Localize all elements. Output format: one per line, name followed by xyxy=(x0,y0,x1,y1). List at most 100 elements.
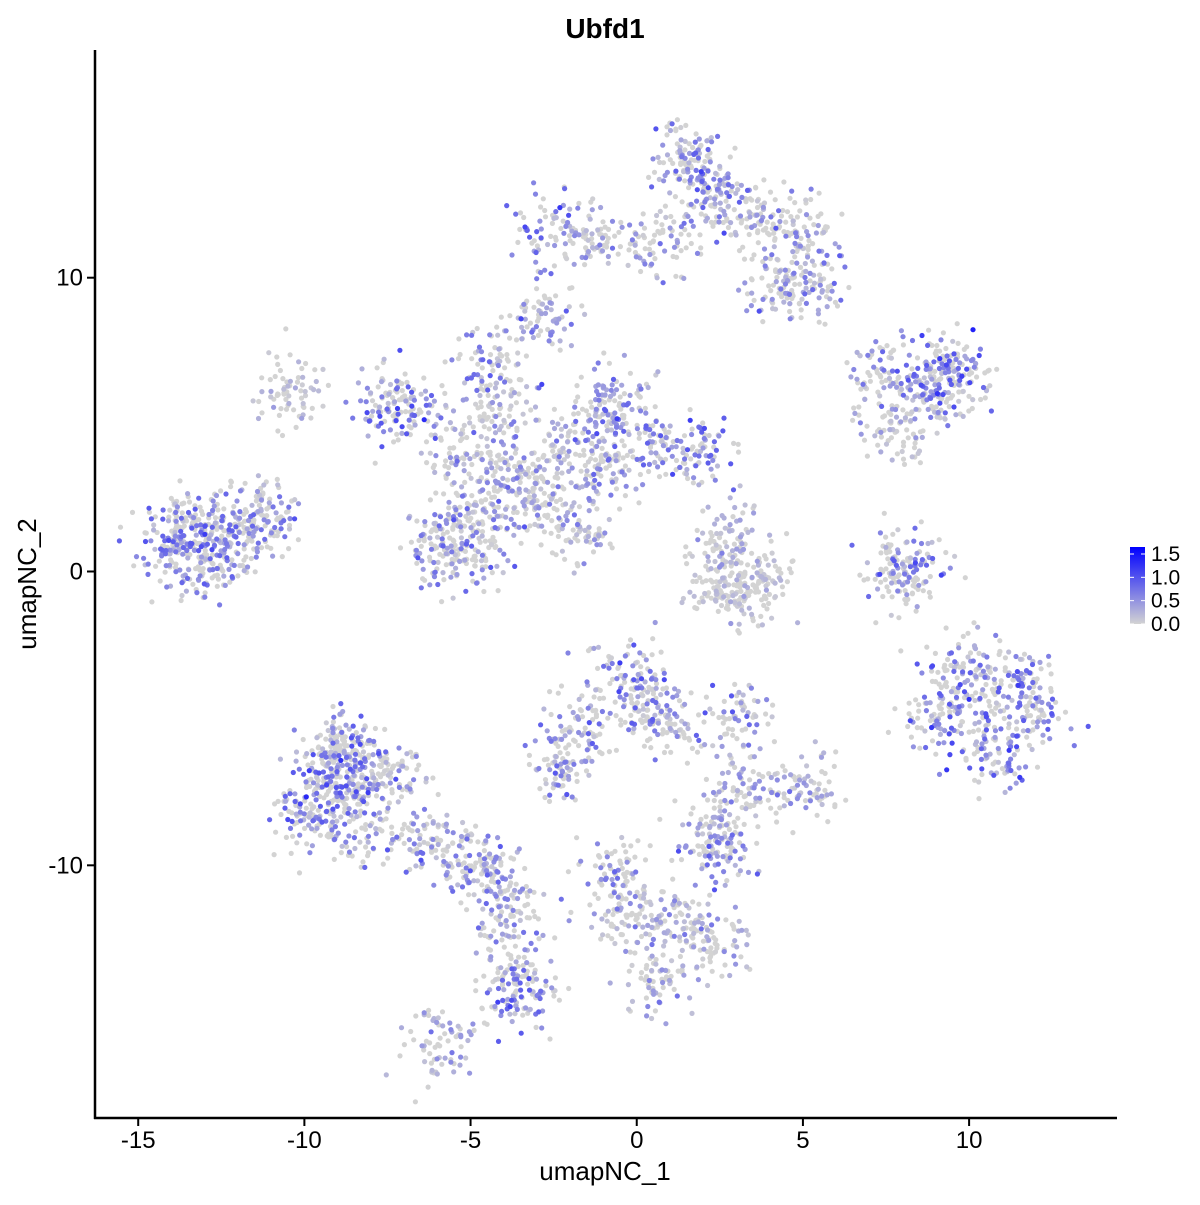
data-point xyxy=(888,418,894,424)
data-point xyxy=(571,500,577,506)
data-point xyxy=(640,895,647,901)
data-point xyxy=(508,913,514,920)
data-point xyxy=(607,980,613,986)
data-point xyxy=(541,891,547,897)
data-point xyxy=(475,839,481,845)
data-point xyxy=(498,466,504,472)
data-point xyxy=(942,416,948,422)
data-point xyxy=(567,206,573,212)
data-point xyxy=(310,780,317,786)
data-point xyxy=(832,804,838,810)
data-point xyxy=(683,471,690,477)
data-point xyxy=(925,406,931,412)
data-point xyxy=(492,385,498,391)
data-point xyxy=(1012,771,1018,777)
data-point xyxy=(803,268,809,274)
data-point xyxy=(683,245,689,251)
data-point xyxy=(668,749,674,755)
data-point xyxy=(560,218,566,224)
data-point xyxy=(520,411,526,417)
data-point xyxy=(283,509,290,515)
data-point xyxy=(965,630,971,636)
data-point xyxy=(737,868,744,874)
data-point xyxy=(163,563,169,569)
data-point xyxy=(640,482,646,488)
data-point xyxy=(591,537,598,543)
data-point xyxy=(693,131,699,137)
data-point xyxy=(900,334,906,340)
data-point xyxy=(878,449,884,455)
data-point xyxy=(538,204,544,210)
data-point xyxy=(565,869,572,875)
data-point xyxy=(690,578,696,585)
data-point xyxy=(168,495,174,501)
data-point xyxy=(532,404,539,410)
data-point xyxy=(699,579,706,585)
data-point xyxy=(666,977,673,984)
data-point xyxy=(385,772,391,778)
data-point xyxy=(520,962,526,969)
data-point xyxy=(780,207,786,214)
data-point xyxy=(781,803,787,809)
data-point xyxy=(447,455,453,461)
data-point xyxy=(905,435,911,441)
data-point xyxy=(651,169,658,175)
data-point xyxy=(576,696,582,703)
data-point xyxy=(535,456,541,463)
data-point xyxy=(638,970,645,976)
data-point xyxy=(471,892,477,898)
data-point xyxy=(824,792,830,798)
data-point xyxy=(280,376,286,382)
data-point xyxy=(438,437,444,443)
data-point xyxy=(435,841,441,848)
data-point xyxy=(437,1035,443,1041)
data-point xyxy=(398,1025,405,1031)
data-point xyxy=(422,1059,428,1065)
data-point xyxy=(271,404,277,410)
data-point xyxy=(365,433,371,439)
data-point xyxy=(599,445,605,451)
data-point xyxy=(592,413,598,419)
data-point xyxy=(814,795,820,801)
data-point xyxy=(595,895,601,902)
data-point xyxy=(303,805,309,811)
data-point xyxy=(603,243,609,249)
data-point xyxy=(784,531,790,537)
data-point xyxy=(453,565,459,571)
data-point xyxy=(390,413,396,419)
data-point xyxy=(467,1070,473,1076)
data-point xyxy=(255,509,261,515)
data-point xyxy=(459,540,465,547)
data-point xyxy=(433,855,439,861)
data-point xyxy=(495,504,501,510)
data-point xyxy=(883,566,889,572)
data-point xyxy=(777,218,783,225)
data-point xyxy=(982,395,988,401)
data-point xyxy=(929,713,935,719)
data-point xyxy=(471,878,477,884)
data-point xyxy=(372,725,378,732)
data-point xyxy=(413,863,419,869)
data-point xyxy=(437,1043,443,1049)
data-point xyxy=(867,378,874,384)
data-point xyxy=(479,521,486,527)
data-point xyxy=(582,262,588,268)
data-point xyxy=(637,650,643,656)
data-point xyxy=(799,296,805,302)
data-point xyxy=(700,938,707,944)
data-point xyxy=(476,478,483,484)
data-point xyxy=(341,750,347,756)
data-point xyxy=(985,664,991,670)
data-point xyxy=(963,757,969,763)
data-point xyxy=(601,438,607,444)
data-point xyxy=(856,412,862,418)
data-point xyxy=(683,902,690,909)
data-point xyxy=(559,548,566,554)
data-point xyxy=(696,460,702,466)
data-point xyxy=(627,370,634,376)
data-point xyxy=(275,798,281,805)
data-point xyxy=(530,461,536,467)
data-point xyxy=(733,961,739,967)
data-point xyxy=(557,750,563,756)
data-point xyxy=(654,275,660,281)
